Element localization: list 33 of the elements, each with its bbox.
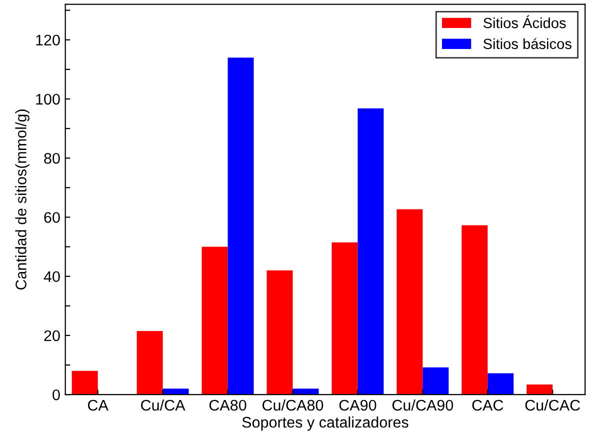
y-tick-label: 20 [44,330,60,342]
bar [526,384,553,395]
bar [202,246,228,395]
y-tick-label: 60 [44,212,60,223]
bar [72,370,98,395]
bar [228,58,254,395]
bar [292,388,319,395]
y-tick-label: 0 [52,389,60,400]
x-tick-label: Cu/CA [141,399,186,411]
y-tick-label: 80 [44,152,60,164]
x-tick-label: Cu/CA90 [392,399,454,411]
bar [462,225,488,395]
bar [332,242,358,395]
y-tick-label: 40 [44,271,60,282]
bar [266,270,293,395]
x-tick-label: CA90 [339,400,376,411]
bar [136,331,163,395]
bar [422,367,449,395]
bar [396,209,423,395]
x-tick-label: CAC [472,400,504,411]
y-tick-label: 100 [36,94,60,105]
y-axis-title: Cantidad de sitios(mmol/g) [15,110,30,290]
x-tick-label: Cu/CA80 [262,399,324,411]
x-tick-label: CA80 [209,400,246,411]
x-axis-title: Soportes y catalizadores [242,416,408,431]
x-tick-label: Cu/CAC [525,399,580,411]
x-tick-label: CA [88,400,108,411]
legend-label: Sitios Ácidos [483,15,566,28]
y-tick-label: 120 [36,34,60,46]
bar [358,108,384,395]
bar [488,373,514,395]
legend-label: Sitios básicos [483,38,572,50]
bar [162,388,189,395]
